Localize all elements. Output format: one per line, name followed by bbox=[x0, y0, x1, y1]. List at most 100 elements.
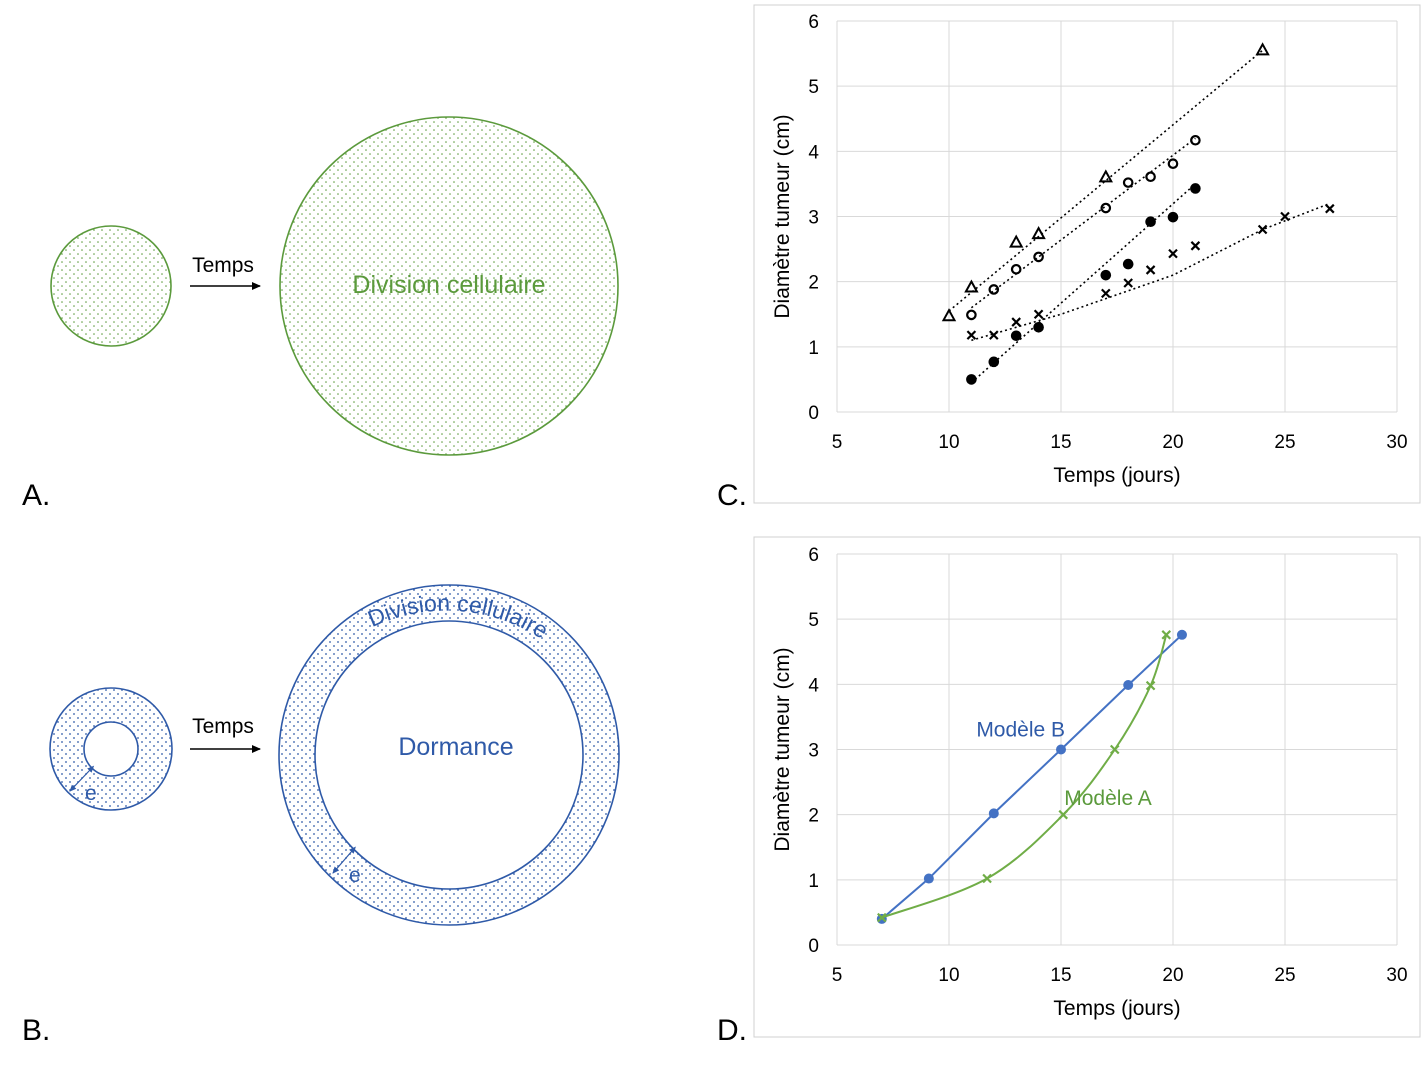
chart-d-data-point bbox=[982, 873, 992, 884]
chart-c-data-point bbox=[1031, 226, 1046, 240]
chart-d-x-axis-label: Temps (jours) bbox=[1053, 997, 1180, 1020]
chart-c-data-point bbox=[1190, 241, 1201, 251]
chart-c-data-point bbox=[1100, 269, 1112, 281]
chart-d-y-tick-label: 0 bbox=[808, 936, 819, 957]
chart-c-data-point bbox=[1168, 248, 1178, 259]
chart-d-data-point bbox=[1145, 680, 1156, 691]
small-ring-core bbox=[83, 721, 139, 777]
chart-d-data-point bbox=[1161, 630, 1172, 640]
chart-c-frame bbox=[753, 4, 1421, 504]
chart-c-series-3 bbox=[966, 183, 1201, 385]
chart-d-data-point bbox=[1056, 744, 1066, 755]
small-tumor-circle bbox=[50, 225, 172, 347]
chart-c-data-point bbox=[1167, 211, 1179, 223]
chart-c-x-tick-label: 15 bbox=[1050, 432, 1071, 453]
chart-c-data-point bbox=[988, 284, 1000, 295]
chart-d-series-2: Modèle A bbox=[877, 630, 1172, 923]
chart-c-data-point bbox=[988, 356, 1000, 368]
chart-d-x-tick-label: 20 bbox=[1162, 965, 1183, 986]
chart-c-data-point bbox=[966, 374, 977, 385]
chart-c-data-point bbox=[1145, 171, 1156, 183]
chart-c-data-point bbox=[1167, 158, 1179, 170]
thickness-arrow-small bbox=[69, 765, 95, 792]
chart-c-y-tick-label: 5 bbox=[808, 77, 819, 98]
chart-c-data-point bbox=[1145, 216, 1156, 228]
panel-c: 5 10 15 20 25 30 0 1 2 3 4 5 6 Temps (jours) Diamètre … bbox=[717, 4, 1421, 512]
chart-c-data-point bbox=[1280, 211, 1290, 222]
chart-d-series-line bbox=[881, 634, 1183, 920]
large-ring-core bbox=[314, 620, 584, 890]
chart-d-y-tick-label: 3 bbox=[808, 741, 819, 762]
chart-c-series-1 bbox=[941, 42, 1270, 322]
thickness-arrow-large bbox=[332, 846, 356, 874]
chart-c-data-point bbox=[1100, 202, 1112, 214]
chart-c-data-point bbox=[1122, 258, 1134, 270]
chart-d-x-tick-label: 10 bbox=[938, 965, 959, 986]
chart-d-y-tick-label: 2 bbox=[808, 806, 819, 827]
chart-c-y-tick-label: 0 bbox=[808, 403, 819, 424]
chart-c-data-point bbox=[1123, 278, 1133, 288]
large-tumor-circle bbox=[279, 116, 619, 456]
chart-d-data-point bbox=[1058, 809, 1069, 820]
chart-c-series-4 bbox=[966, 202, 1335, 342]
chart-c-data-point bbox=[1010, 263, 1022, 275]
chart-c-y-tick-label: 1 bbox=[808, 338, 819, 359]
chart-d-y-axis-label: Diamètre tumeur (cm) bbox=[771, 647, 794, 851]
chart-c-trendline bbox=[971, 202, 1331, 342]
chart-d-series-1: Modèle B bbox=[876, 629, 1187, 924]
chart-d-x-tick-label: 15 bbox=[1050, 965, 1071, 986]
chart-c-data-point bbox=[1145, 265, 1156, 275]
time-arrow-label-a: Temps bbox=[192, 254, 254, 277]
chart-c-data-point bbox=[1101, 288, 1111, 299]
chart-c-data-point bbox=[1190, 134, 1201, 146]
chart-d: 5 10 15 20 25 30 0 1 2 3 4 5 6 Temps (jours) Diamètre … bbox=[771, 545, 1408, 1020]
chart-d-x-tick-label: 5 bbox=[832, 965, 843, 986]
chart-d-data-point bbox=[923, 873, 934, 884]
chart-c-x-tick-label: 30 bbox=[1386, 432, 1407, 453]
chart-d-x-tick-label: 25 bbox=[1274, 965, 1295, 986]
thickness-label-large: e bbox=[349, 864, 361, 887]
chart-c-data-point bbox=[1033, 321, 1044, 333]
panel-letter-a: A. bbox=[22, 479, 50, 512]
chart-c-y-axis-label: Diamètre tumeur (cm) bbox=[771, 114, 794, 318]
chart-c: 5 10 15 20 25 30 0 1 2 3 4 5 6 Temps (jours) Diamètre … bbox=[771, 12, 1408, 487]
chart-c-x-tick-label: 10 bbox=[938, 432, 959, 453]
chart-c-x-tick-label: 25 bbox=[1274, 432, 1295, 453]
chart-c-data-point bbox=[989, 330, 999, 340]
chart-c-data-point bbox=[1010, 330, 1022, 342]
panel-d: 5 10 15 20 25 30 0 1 2 3 4 5 6 Temps (jours) Diamètre … bbox=[717, 536, 1421, 1047]
chart-c-data-point bbox=[1033, 251, 1044, 263]
chart-c-data-point bbox=[1190, 183, 1201, 194]
chart-c-series-2 bbox=[966, 134, 1201, 321]
chart-c-data-point bbox=[1255, 42, 1270, 56]
chart-c-x-axis-label: Temps (jours) bbox=[1053, 464, 1180, 487]
chart-d-frame bbox=[753, 536, 1421, 1038]
chart-d-data-point bbox=[1176, 629, 1187, 640]
chart-d-series-label: Modèle B bbox=[976, 718, 1065, 741]
panel-a: Temps Division cellulaire A. bbox=[22, 116, 619, 512]
chart-d-data-point bbox=[988, 808, 999, 819]
panel-letter-b: B. bbox=[22, 1014, 50, 1047]
chart-c-trendline bbox=[970, 137, 1196, 309]
chart-c-data-point bbox=[966, 330, 977, 340]
chart-d-data-point bbox=[1109, 744, 1120, 755]
chart-c-x-tick-label: 5 bbox=[832, 432, 843, 453]
chart-c-data-point bbox=[1098, 169, 1113, 183]
chart-d-data-point bbox=[1123, 679, 1134, 690]
panel-letter-d: D. bbox=[717, 1014, 747, 1047]
chart-c-data-point bbox=[1325, 203, 1335, 214]
chart-c-y-tick-label: 3 bbox=[808, 208, 819, 229]
chart-d-y-tick-label: 4 bbox=[808, 675, 819, 696]
chart-c-data-point bbox=[941, 308, 957, 322]
panel-letter-c: C. bbox=[717, 479, 747, 512]
chart-d-y-tick-label: 5 bbox=[808, 610, 819, 631]
chart-c-data-point bbox=[1033, 309, 1044, 320]
chart-c-data-point bbox=[966, 309, 977, 321]
chart-c-y-tick-label: 2 bbox=[808, 273, 819, 294]
division-label-a: Division cellulaire bbox=[352, 271, 545, 299]
chart-d-x-tick-label: 30 bbox=[1386, 965, 1407, 986]
chart-c-data-point bbox=[1257, 224, 1268, 235]
chart-c-y-tick-label: 4 bbox=[808, 142, 819, 163]
